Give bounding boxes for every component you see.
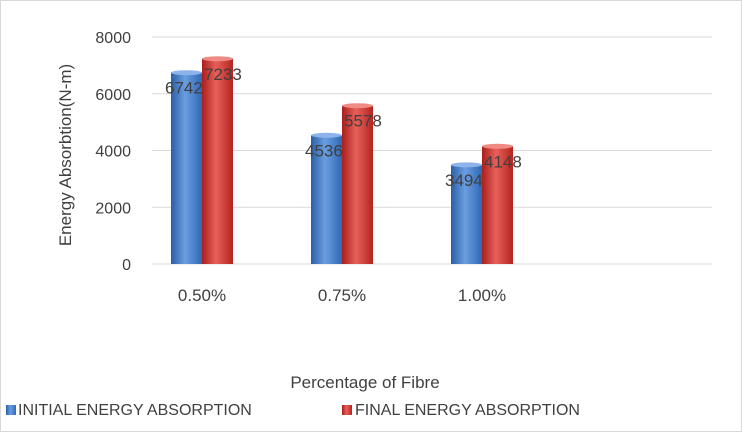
data-label: 4536 — [305, 141, 343, 160]
data-label: 3494 — [445, 171, 483, 190]
legend-marker-initial — [6, 405, 16, 415]
data-label: 4148 — [484, 152, 522, 171]
bar-initial-cap — [171, 70, 202, 76]
bar-final-cap — [202, 56, 233, 62]
bar-initial-0 — [171, 72, 202, 265]
x-tick-label: 1.00% — [458, 286, 506, 305]
x-axis-title: Percentage of Fibre — [290, 373, 439, 392]
y-axis-title: Energy Absorbtion(N-m) — [56, 64, 75, 246]
data-label: 7233 — [204, 65, 242, 84]
bar-final-1 — [342, 105, 373, 265]
bar-final-cap — [342, 103, 373, 109]
legend-label-initial: INITIAL ENERGY ABSORPTION — [18, 402, 252, 419]
legend: INITIAL ENERGY ABSORPTION FINAL ENERGY A… — [6, 402, 580, 419]
y-tick-label: 4000 — [95, 144, 131, 161]
data-label: 5578 — [344, 112, 382, 131]
legend-marker-final — [342, 405, 352, 415]
bar-initial-2 — [451, 164, 482, 264]
bar-initial-cap — [451, 162, 482, 168]
bar-initial-cap — [311, 132, 342, 138]
bar-final-2 — [482, 146, 513, 264]
y-tick-label: 0 — [122, 257, 131, 274]
y-tick-label: 6000 — [95, 87, 131, 104]
data-label: 6742 — [165, 79, 203, 98]
y-tick-label: 8000 — [95, 30, 131, 47]
bar-initial-1 — [311, 135, 342, 264]
legend-label-final: FINAL ENERGY ABSORPTION — [355, 402, 580, 419]
y-tick-label: 2000 — [95, 200, 131, 217]
bar-final-0 — [202, 58, 233, 264]
bar-final-cap — [482, 143, 513, 149]
x-tick-label: 0.50% — [178, 286, 226, 305]
x-tick-label: 0.75% — [318, 286, 366, 305]
